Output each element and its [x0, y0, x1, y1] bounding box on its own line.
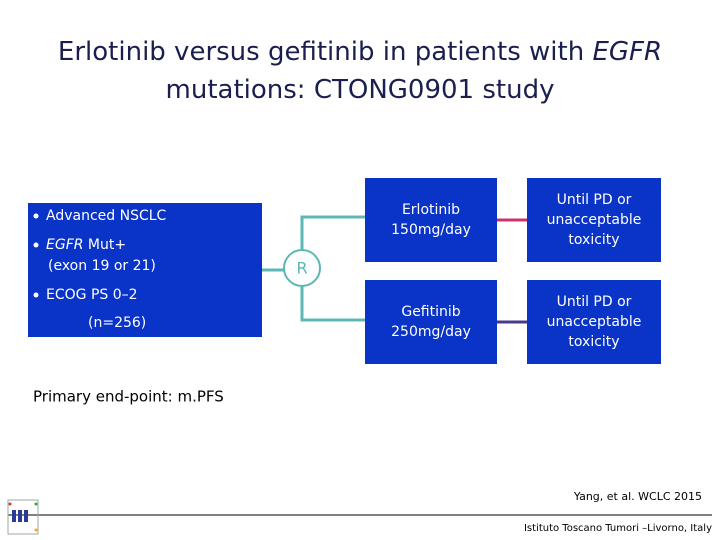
duration-text: Until PD or — [557, 192, 632, 208]
footer-text: Istituto Toscano Tumori –Livorno, Italy — [524, 523, 712, 534]
connectors — [262, 215, 365, 322]
logo-dot — [8, 502, 12, 506]
text-segment: mutations: CTONG0901 study — [166, 75, 555, 105]
logo-mark — [24, 510, 28, 522]
bullet-text: EGFR Mut+ — [46, 237, 126, 253]
duration-text: toxicity — [568, 232, 619, 248]
text-segment: EGFR — [592, 37, 662, 67]
drug-text: 150mg/day — [391, 222, 471, 238]
drug-text: Erlotinib — [402, 202, 460, 218]
text-segment: ECOG PS 0–2 — [46, 287, 138, 303]
logo-mark — [18, 510, 22, 522]
arm-box — [365, 178, 497, 262]
text-segment: (exon 19 or 21) — [48, 258, 156, 274]
text-segment: Advanced NSCLC — [46, 208, 167, 224]
bullet-text: (exon 19 or 21) — [48, 258, 156, 274]
duration-box — [527, 178, 661, 262]
duration-text: toxicity — [568, 334, 619, 350]
bullet — [33, 292, 39, 298]
randomization-circle — [283, 249, 321, 287]
duration-text: Until PD or — [557, 294, 632, 310]
bullet-text: ECOG PS 0–2 — [46, 287, 138, 303]
logo — [7, 499, 39, 535]
duration-box — [527, 280, 661, 364]
eligibility-box — [28, 203, 262, 337]
text-segment: EGFR — [46, 237, 83, 253]
text-segment: Erlotinib versus gefitinib in patients w… — [58, 37, 593, 67]
randomization-label: R — [296, 259, 307, 278]
text-segment: Mut+ — [83, 237, 126, 253]
duration-text: unacceptable — [547, 314, 642, 330]
logo-frame — [7, 499, 39, 535]
sample-size: (n=256) — [88, 315, 146, 331]
duration-text: unacceptable — [547, 212, 642, 228]
drug-text: 250mg/day — [391, 324, 471, 340]
bullet — [33, 242, 39, 248]
logo-mark — [12, 510, 16, 522]
connector — [300, 286, 365, 322]
bullet-text: Advanced NSCLC — [46, 208, 167, 224]
arm-box — [365, 280, 497, 364]
drug-text: Gefitinib — [401, 304, 460, 320]
endpoint: Primary end-point: m.PFS — [33, 388, 224, 406]
title-line: mutations: CTONG0901 study — [166, 75, 555, 105]
bullet — [33, 213, 39, 219]
title-line: Erlotinib versus gefitinib in patients w… — [58, 37, 662, 67]
connector — [300, 215, 365, 250]
logo-dot — [34, 528, 38, 532]
logo-dot — [34, 502, 38, 506]
citation: Yang, et al. WCLC 2015 — [573, 490, 702, 503]
